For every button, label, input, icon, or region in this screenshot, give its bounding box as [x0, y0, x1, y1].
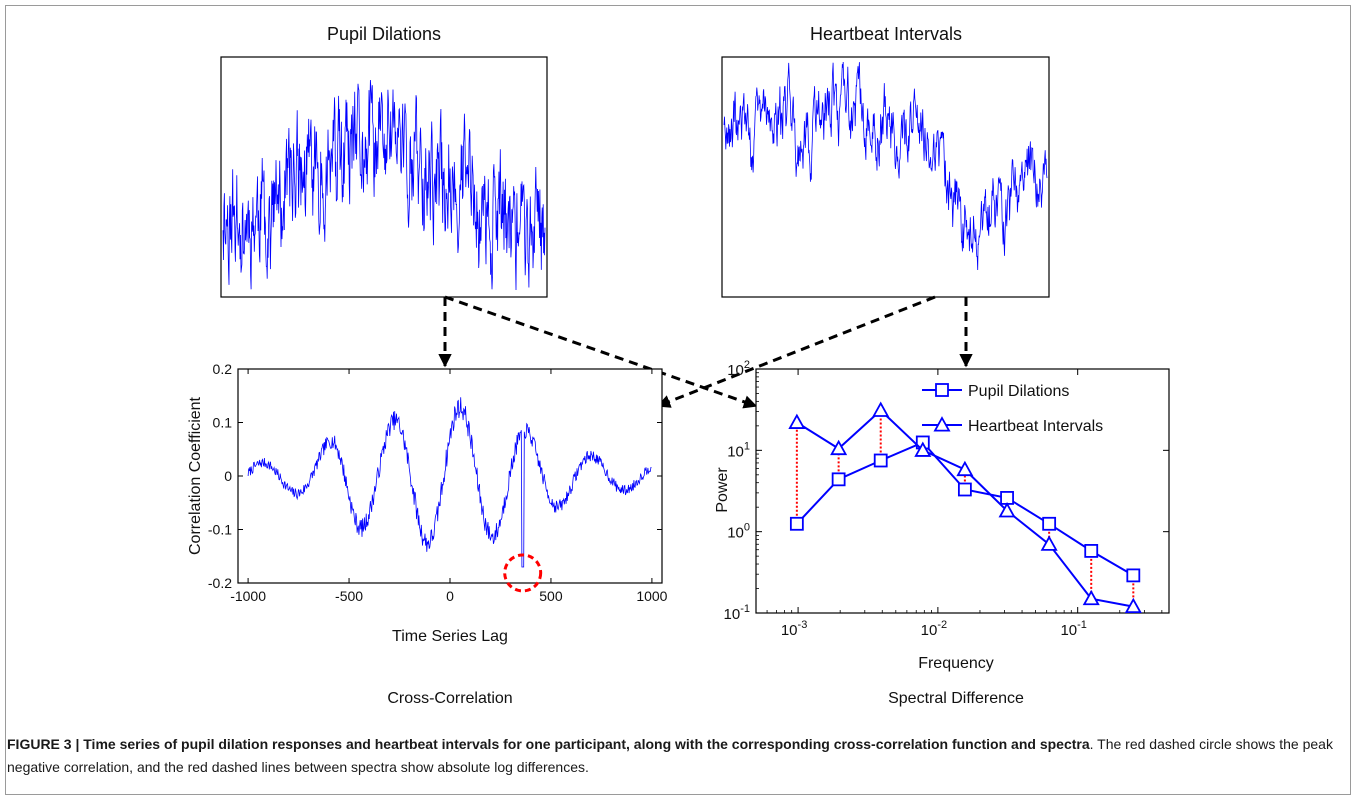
cross-xtick-label: 0 [446, 588, 454, 604]
spec-legend: Pupil Dilations Heartbeat Intervals [922, 383, 1103, 435]
cross-ticks: -1000 -500 0 500 1000 -0.2 -0.1 0 0.1 0.2 [208, 361, 668, 604]
pupil-spectrum-marker [1042, 516, 1057, 531]
pupil-spectrum-marker [873, 453, 888, 468]
heart-spectrum-marker [1082, 589, 1100, 606]
cross-xtick-label: -1000 [230, 588, 266, 604]
cross-ytick-label: -0.2 [208, 575, 232, 591]
spectral-series [788, 401, 1142, 614]
pupil-spectrum-marker [1126, 568, 1141, 583]
figure-frame [5, 5, 1351, 795]
heart-spectrum-marker [1124, 597, 1142, 614]
connector-arrows [438, 295, 973, 409]
spec-ytick-label: 102 [727, 359, 750, 379]
heart-timeseries-panel [721, 56, 1050, 298]
legend-label-heart: Heartbeat Intervals [968, 418, 1103, 435]
legend-square-marker [935, 383, 949, 397]
cross-correlation-panel: -1000 -500 0 500 1000 -0.2 -0.1 0 0.1 0.2 Correla… [187, 361, 668, 707]
legend-label-pupil: Pupil Dilations [968, 383, 1069, 400]
cross-series-line [247, 397, 652, 568]
pupil-axes-box [220, 56, 548, 298]
cross-ytick-label: 0.1 [213, 415, 233, 431]
spec-ytick-label: 101 [727, 440, 750, 460]
spec-ticks: 10-3 10-2 10-1 10-1 100 101 102 [724, 359, 1169, 639]
cross-xtick-label: 500 [539, 588, 563, 604]
heart-panel-title: Heartbeat Intervals [810, 24, 962, 44]
heart-spectrum-marker [872, 401, 890, 417]
heart-spectrum-marker [956, 460, 974, 477]
heart-spectrum-marker [788, 413, 806, 429]
pupil-spectrum-marker [789, 516, 804, 531]
spectral-panel: 10-3 10-2 10-1 10-1 100 101 102 Pupil Dilation… [714, 359, 1170, 707]
cross-panel-title: Cross-Correlation [387, 690, 512, 707]
heart-spectrum-marker [914, 441, 932, 457]
figure-canvas: Pupil Dilations Heartbeat Intervals -100… [187, 24, 1170, 707]
legend-triangle-marker [933, 416, 951, 432]
heart-spectrum-marker [1040, 535, 1058, 551]
heart-series-line [723, 61, 1048, 271]
heart-spectrum-marker [998, 502, 1016, 518]
spec-xtick-label: 10-3 [781, 619, 807, 639]
heart-spectrum-marker [830, 439, 848, 456]
pupil-spectrum-marker [1084, 544, 1099, 558]
spec-ytick-label: 100 [727, 522, 750, 542]
cross-ytick-label: 0.2 [213, 361, 233, 377]
cross-axes-box [237, 368, 663, 584]
spec-ytick-label: 10-1 [724, 603, 750, 623]
spec-xtick-label: 10-1 [1060, 619, 1086, 639]
cross-y-axis-label: Correlation Coefficient [187, 396, 204, 555]
arrow-heart-to-cross [656, 295, 936, 408]
pupil-series-line [222, 79, 546, 291]
figure-caption: FIGURE 3 | Time series of pupil dilation… [7, 733, 1347, 779]
spec-xtick-label: 10-2 [921, 619, 947, 639]
pupil-spectrum-marker [957, 482, 972, 497]
spec-y-axis-label: Power [714, 467, 731, 513]
cross-xtick-label: -500 [335, 588, 363, 604]
cross-ytick-label: -0.1 [208, 522, 232, 538]
spec-panel-title: Spectral Difference [888, 690, 1024, 707]
pupil-spectrum-marker [831, 472, 846, 487]
pupil-panel-title: Pupil Dilations [327, 24, 441, 44]
heart-axes-box [721, 56, 1050, 298]
spec-x-axis-label: Frequency [918, 655, 994, 672]
pupil-timeseries-panel [220, 56, 548, 298]
caption-lead: FIGURE 3 | Time series of pupil dilation… [7, 736, 1090, 752]
cross-xtick-label: 1000 [636, 588, 667, 604]
cross-x-axis-label: Time Series Lag [392, 628, 508, 645]
cross-ytick-label: 0 [224, 468, 232, 484]
peak-negative-circle [503, 553, 543, 593]
caption-rest: . The red dashed circle shows the peak n… [7, 736, 1333, 775]
